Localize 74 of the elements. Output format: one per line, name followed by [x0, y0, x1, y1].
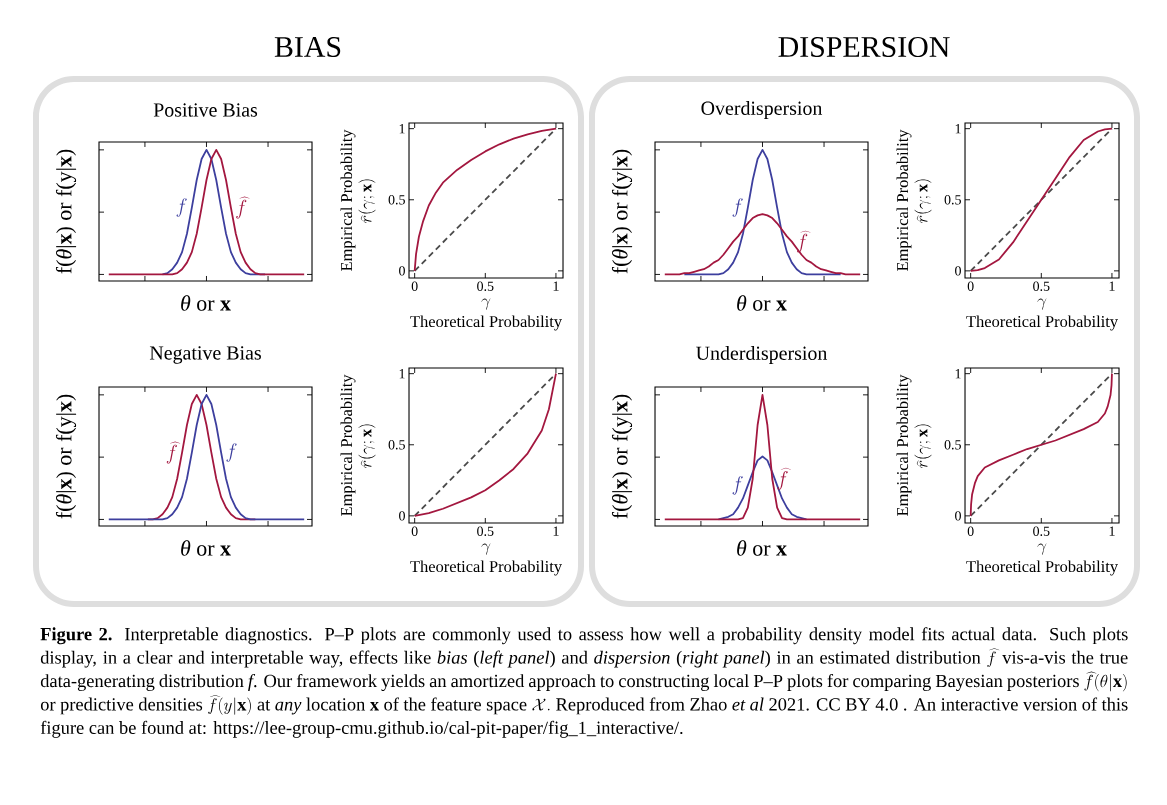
text: $\mathcal{X}.$	[532, 698, 550, 711]
text: $\gamma$	[481, 298, 491, 310]
x-tick-label: 1	[553, 526, 559, 536]
text: figure can be found at: https://lee-group-cmu.github.io/cal-pit-paper/fig_1_interactive/.	[40, 720, 683, 738]
y-tick-label: 0.5	[944, 440, 961, 450]
series-label: $\widehat{f}$	[797, 230, 811, 253]
text: $\widehat{r}(\gamma;\mathbf{x})$	[358, 424, 376, 468]
series-label: $f$	[732, 475, 743, 495]
y-axis-title: Empirical Probability	[340, 374, 356, 517]
x-axis-title: Theoretical Probability	[966, 315, 1118, 331]
chart-title: Negative Bias	[149, 346, 261, 364]
x-axis-title: Theoretical Probability	[410, 315, 562, 331]
x-tick-label: 1	[1109, 281, 1115, 291]
y-tick-label: 1	[399, 369, 405, 379]
x-tick-label: 0	[967, 526, 974, 536]
chart-title: Overdispersion	[701, 100, 823, 120]
x-tick-label: 0.5	[477, 281, 494, 291]
text: vis-a-vis the true	[1002, 650, 1128, 664]
y-axis-title: Empirical Probability	[896, 129, 912, 271]
y-tick-label: 0.5	[944, 195, 961, 205]
y-axis-title: f(θ|x) or f(y|x)	[55, 149, 77, 274]
text: Reproduced from Zhao et al 2021. CC BY 4.0 . An interactive version of this	[556, 697, 1128, 715]
series-label: $f$	[226, 443, 237, 462]
text: $\gamma$	[1037, 298, 1047, 310]
x-axis-title: θ or x	[181, 295, 231, 311]
x-axis-title: θ or x	[737, 540, 787, 556]
y-tick-label: 0.5	[388, 195, 405, 205]
text: or predictive densities	[40, 697, 203, 715]
y-tick-label: 0	[399, 266, 405, 276]
series-label: $f$	[176, 198, 187, 217]
y-axis-title: f(θ|x) or f(y|x)	[611, 149, 633, 274]
x-tick-label: 0	[411, 526, 418, 536]
x-axis-title: θ or x	[181, 540, 231, 556]
x-tick-label: 0	[411, 281, 418, 291]
text: $\widehat{r}(\gamma;\mathbf{x})$	[914, 179, 932, 223]
y-tick-label: 1	[955, 369, 961, 379]
x-tick-label: 0.5	[1033, 281, 1050, 291]
y-axis-title: f(θ|x) or f(y|x)	[55, 394, 77, 519]
text: $\widehat{f}(\theta|\mathbf{x})$	[1084, 671, 1127, 692]
y-tick-label: 1	[955, 124, 961, 134]
y-tick-label: 0	[955, 266, 961, 276]
x-tick-label: 0.5	[477, 526, 494, 536]
text: $\widehat{r}(\gamma;\mathbf{x})$	[358, 179, 376, 223]
chart-title: Positive Bias	[153, 103, 258, 117]
text: $\widehat{f}(y|\mathbf{x})$	[208, 695, 251, 715]
text: BIAS	[274, 36, 341, 58]
y-tick-label: 1	[399, 124, 405, 134]
text: $\widehat{f}$	[987, 648, 1000, 668]
series-label: $\widehat{f}$	[236, 196, 250, 219]
text: $\gamma$	[1037, 543, 1047, 555]
x-axis-title: Theoretical Probability	[410, 560, 562, 576]
x-tick-label: 1	[553, 281, 559, 291]
text: at any location x of the feature space	[257, 697, 527, 715]
y-axis-title: Empirical Probability	[896, 374, 912, 517]
y-tick-label: 0	[955, 511, 961, 521]
y-axis-title: Empirical Probability	[340, 129, 356, 271]
x-tick-label: 1	[1109, 526, 1115, 536]
series-label: $\widehat{f}$	[777, 467, 791, 490]
series-label: $\widehat{f}$	[166, 441, 181, 464]
x-axis-title: Theoretical Probability	[966, 560, 1118, 576]
y-axis-title: f(θ|x) or f(y|x)	[611, 394, 633, 519]
text: $\widehat{r}(\gamma;\mathbf{x})$	[914, 424, 932, 468]
text: $\gamma$	[481, 543, 491, 555]
x-tick-label: 0.5	[1033, 526, 1050, 536]
text: DISPERSION	[778, 36, 950, 58]
chart-title: Underdispersion	[696, 345, 828, 365]
y-tick-label: 0	[399, 511, 405, 521]
series-label: $f$	[732, 198, 743, 217]
text: data-generating distribution f. Our framework yields an amortized approach to constructing local P–P plots for comparing Bayesian posteriors	[40, 674, 1079, 691]
x-tick-label: 0	[967, 281, 974, 291]
y-tick-label: 0.5	[388, 440, 405, 450]
x-axis-title: θ or x	[737, 295, 787, 311]
text: Figure 2. Interpretable diagnostics. P–P plots are commonly used to assess how well a probability density model fits actual data. Such plots	[40, 627, 1128, 645]
text: display, in a clear and interpretable way, effects like bias (left panel) and dispersion (right panel) in an estimated distribution	[40, 650, 981, 668]
